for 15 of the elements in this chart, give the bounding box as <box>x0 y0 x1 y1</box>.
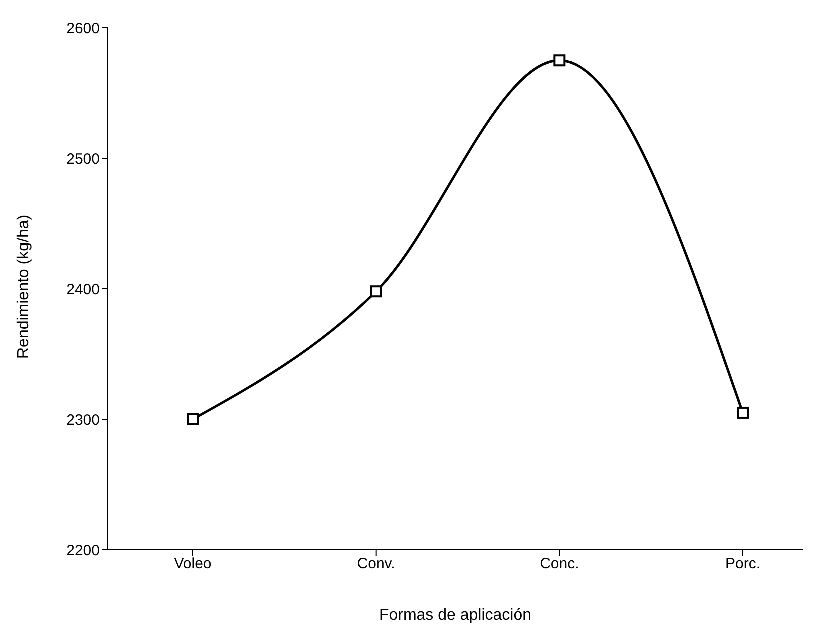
point <box>370 286 382 298</box>
point <box>554 54 566 67</box>
x-axis-title: Formas de aplicación <box>379 607 532 624</box>
y-axis-title: Rendimiento (kg/ha) <box>16 214 33 359</box>
y-tick-label: 2300 <box>66 412 100 429</box>
x-tick-label: Voleo <box>174 556 212 573</box>
point <box>187 414 199 426</box>
x-tick-label: Conc. <box>540 556 580 573</box>
y-tick-label: 2500 <box>66 150 100 168</box>
y-tick-label: 2200 <box>66 542 100 560</box>
y-tick-label: 2600 <box>66 20 100 38</box>
x-tick-label: Porc. <box>725 556 761 573</box>
y-tick-label: 2400 <box>66 281 100 298</box>
x-tick-label: Conv. <box>357 556 396 573</box>
point <box>737 406 749 419</box>
